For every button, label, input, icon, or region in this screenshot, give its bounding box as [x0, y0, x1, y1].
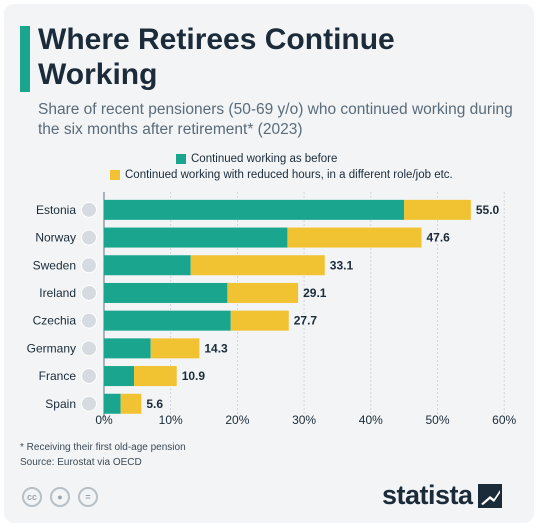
czechia-flag-icon: [81, 312, 97, 329]
x-tick-label: 40%: [359, 413, 383, 427]
total-label: 55.0: [476, 203, 500, 217]
norway-flag-icon: [81, 229, 97, 246]
x-tick-label: 50%: [425, 413, 449, 427]
estonia-flag-icon: [81, 201, 97, 218]
chart-title: Where Retirees Continue Working: [38, 23, 395, 91]
spain-flag-icon: [81, 395, 97, 412]
logo-mark-icon: [477, 483, 502, 508]
category-label: Sweden: [33, 258, 76, 272]
total-label: 47.6: [426, 231, 450, 245]
bar-before: [104, 310, 231, 331]
bar-before: [104, 366, 135, 387]
category-label: France: [39, 369, 77, 383]
bar-reduced: [190, 255, 325, 276]
legend-item-reduced: Continued working with reduced hours, in…: [110, 167, 453, 183]
x-tick-label: 10%: [159, 413, 183, 427]
germany-flag-icon: [81, 340, 97, 357]
bar-chart: 0% 10% 20% 30% 40% 50% 60% Estonia 55.0 Norway 47.…: [27, 192, 517, 427]
bar-reduced: [120, 393, 142, 414]
bar-before: [104, 282, 228, 303]
bar-reduced: [150, 338, 200, 359]
category-label: Ireland: [39, 286, 76, 300]
total-label: 10.9: [182, 369, 206, 383]
person-icon[interactable]: ●: [50, 487, 70, 507]
x-tick-label: 60%: [492, 413, 516, 427]
sweden-flag-icon: [81, 257, 97, 274]
source-note: Source: Eurostat via OECD: [20, 457, 142, 468]
equals-icon[interactable]: =: [78, 487, 98, 507]
legend-swatch-yellow: [110, 170, 120, 180]
bar-before: [104, 393, 121, 414]
footnote: * Receiving their first old-age pension: [20, 442, 186, 453]
chart-subtitle: Share of recent pensioners (50-69 y/o) w…: [38, 101, 513, 138]
bar-reduced: [404, 199, 471, 220]
x-tick-label: 20%: [225, 413, 249, 427]
cc-icon[interactable]: cc: [22, 487, 42, 507]
france-flag-icon: [81, 368, 97, 385]
bar-before: [104, 199, 405, 220]
category-label: Czechia: [33, 314, 77, 328]
total-label: 29.1: [303, 286, 327, 300]
legend-swatch-teal: [176, 154, 186, 164]
chart-legend: Continued working as before Continued wo…: [110, 151, 453, 183]
legend-item-before: Continued working as before: [176, 151, 453, 167]
bar-before: [104, 255, 191, 276]
category-label: Spain: [45, 397, 76, 411]
bar-before: [104, 227, 288, 248]
statista-logo[interactable]: statista: [382, 480, 502, 511]
total-label: 27.7: [294, 314, 318, 328]
category-label: Estonia: [36, 203, 76, 217]
logo-text: statista: [382, 480, 473, 510]
license-icons: cc ● =: [22, 487, 98, 507]
bar-before: [104, 338, 151, 359]
total-label: 5.6: [146, 397, 163, 411]
bar-reduced: [287, 227, 422, 248]
category-label: Norway: [35, 231, 76, 245]
x-tick-label: 30%: [292, 413, 316, 427]
x-tick-label: 0%: [95, 413, 113, 427]
title-accent-bar: [20, 26, 30, 92]
bar-reduced: [230, 310, 289, 331]
ireland-flag-icon: [81, 284, 97, 301]
total-label: 33.1: [330, 258, 354, 272]
bar-reduced: [227, 282, 299, 303]
category-label: Germany: [27, 341, 76, 355]
total-label: 14.3: [204, 341, 228, 355]
legend-label-before: Continued working as before: [191, 153, 338, 165]
bar-reduced: [134, 366, 177, 387]
legend-label-reduced: Continued working with reduced hours, in…: [125, 169, 453, 181]
